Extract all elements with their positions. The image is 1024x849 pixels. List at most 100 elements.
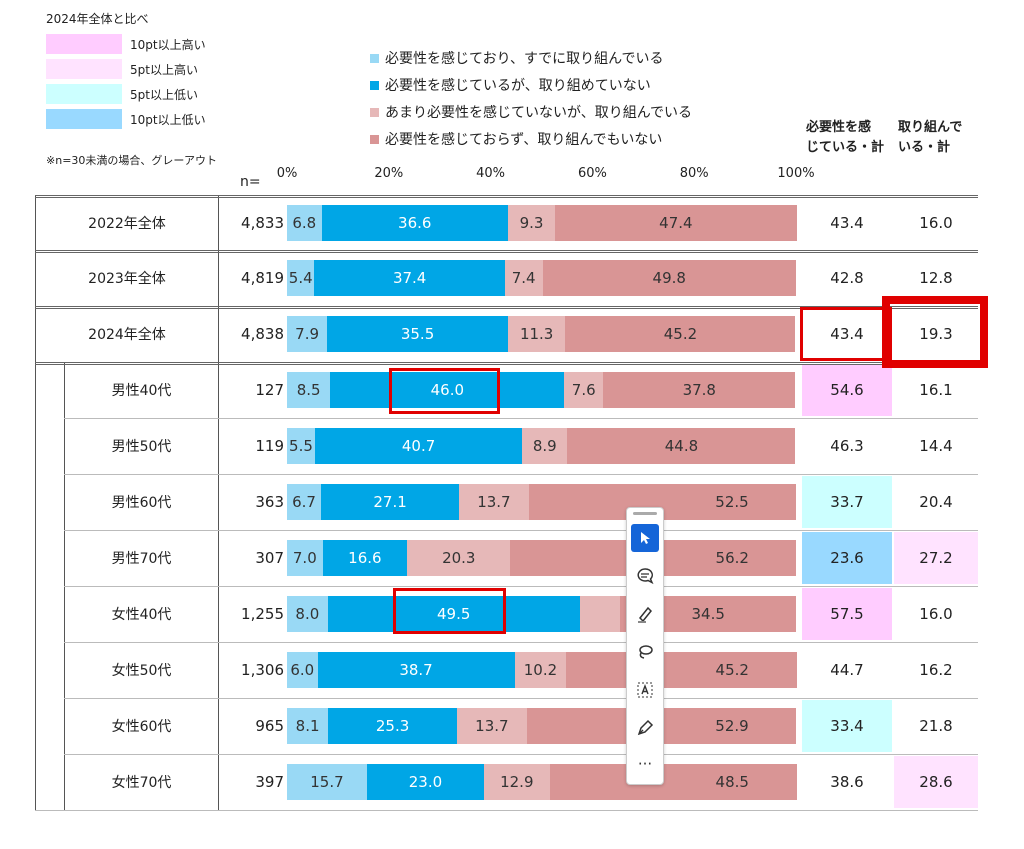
bar-segment: 38.7: [317, 652, 515, 688]
highlighter-icon[interactable]: [631, 600, 659, 628]
bar-segment: 8.9: [522, 428, 568, 464]
row-divider: [64, 754, 978, 755]
bar-segment: 7.6: [564, 372, 604, 408]
row-divider: [35, 250, 978, 253]
total-action: 20.4: [919, 493, 953, 511]
row-n: 363: [255, 493, 284, 511]
annotation-toolbar: ···: [626, 507, 664, 785]
bar-segment: 23.0: [366, 764, 484, 800]
row-divider: [64, 530, 978, 531]
total-necessity: 44.7: [830, 661, 864, 679]
drag-handle[interactable]: [633, 512, 657, 515]
bar-segment: 7.0: [287, 540, 323, 576]
series-swatch: [370, 107, 379, 117]
bar-label: 7.9: [295, 325, 320, 343]
bar-segment: 8.5: [287, 372, 331, 408]
bar-label: 12.9: [500, 773, 534, 791]
col-header-action: 取り組んで いる・計: [898, 118, 962, 158]
bar-label: 52.5: [715, 493, 749, 511]
total-necessity: 43.4: [830, 214, 864, 232]
highlight-box: [882, 296, 988, 368]
bar-segment: 45.2: [566, 652, 797, 688]
bar-label: 9.3: [519, 214, 544, 232]
series-legend-item: あまり必要性を感じていないが、取り組んでいる: [370, 102, 692, 122]
bar-label: 52.9: [715, 717, 749, 735]
row-n: 4,838: [241, 325, 284, 343]
x-tick: 80%: [679, 166, 709, 181]
col-header-action-text: 取り組んで いる・計: [898, 120, 963, 155]
bar-label: 47.4: [659, 214, 693, 232]
bar-segment: 6.8: [287, 205, 322, 241]
total-action: 14.4: [919, 437, 953, 455]
bar-segment: 8.1: [287, 708, 329, 744]
bar-label: 27.1: [373, 493, 407, 511]
bar-label: 20.3: [442, 549, 476, 567]
bar-label: 45.2: [715, 661, 749, 679]
row-label: 女性50代: [111, 663, 172, 679]
row-divider: [64, 642, 978, 643]
frame-left: [35, 195, 36, 810]
bar-segment: 37.4: [314, 260, 505, 296]
row-n: 965: [255, 717, 284, 735]
bar-label: 40.7: [401, 437, 436, 455]
bar-label: 35.5: [400, 325, 435, 343]
bar-label: 44.8: [664, 437, 699, 455]
bar-label: 16.6: [348, 549, 382, 567]
chart-row: 女性50代 1,306 6.0 38.7 10.2 45.2 44.7 16.2: [0, 642, 1024, 698]
chart-row: 2024年全体 4,838 7.9 35.5 11.3 45.2 43.4 19.3: [0, 306, 1024, 362]
total-necessity: 23.6: [802, 532, 892, 584]
row-divider: [35, 362, 978, 365]
total-necessity: 43.4: [830, 325, 864, 343]
bar-segment: 10.2: [514, 652, 567, 688]
select-pointer-icon[interactable]: [631, 524, 659, 552]
bar-label: 5.4: [288, 269, 313, 287]
total-action: 12.8: [919, 269, 953, 287]
bar-label: 8.5: [296, 381, 321, 399]
bar-label: 37.4: [392, 269, 427, 287]
series-label: 必要性を感じているが、取り組めていない: [385, 78, 651, 94]
total-action: 16.0: [919, 605, 953, 623]
row-label: 女性40代: [111, 607, 172, 623]
bar-label: 34.5: [691, 605, 725, 623]
total-necessity: 33.4: [802, 700, 892, 752]
comment-icon[interactable]: [631, 562, 659, 590]
bar-label: 6.8: [292, 214, 317, 232]
series-label: あまり必要性を感じていないが、取り組んでいる: [385, 105, 693, 121]
chart-row: 女性60代 965 8.1 25.3 13.7 52.9 33.4 21.8: [0, 698, 1024, 754]
bar-segment: 13.7: [457, 708, 527, 744]
series-label: 必要性を感じており、すでに取り組んでいる: [385, 51, 664, 67]
chart-row: 男性40代 127 8.5 46.0 7.6 37.8 54.6 16.1: [0, 362, 1024, 418]
total-action: 28.6: [894, 756, 978, 808]
lasso-icon[interactable]: [631, 638, 659, 666]
pen-icon[interactable]: [631, 714, 659, 742]
n-label: n=: [240, 174, 261, 190]
x-tick: 20%: [374, 166, 404, 181]
total-action: 16.0: [919, 214, 953, 232]
bar-label: 36.6: [398, 214, 432, 232]
x-tick: 60%: [577, 166, 607, 181]
col-header-necessity-text: 必要性を感 じている・計: [806, 120, 885, 155]
bar-label: 15.7: [310, 773, 344, 791]
chart-row: 男性50代 119 5.5 40.7 8.9 44.8 46.3 14.4: [0, 418, 1024, 474]
bar-segment: 8.0: [579, 596, 656, 632]
bar-segment: 36.6: [321, 205, 508, 241]
text-box-icon[interactable]: [631, 676, 659, 704]
total-action: 16.2: [919, 661, 953, 679]
bar-label: 49.5: [436, 605, 471, 623]
row-n: 119: [255, 437, 284, 455]
row-divider: [64, 418, 978, 419]
legend-swatch: [46, 109, 122, 129]
series-label: 必要性を感じておらず、取り組んでもいない: [385, 132, 663, 148]
bar-label: 23.0: [408, 773, 443, 791]
series-legend-item: 必要性を感じているが、取り組めていない: [370, 75, 651, 95]
total-action: 27.2: [894, 532, 978, 584]
row-n: 4,833: [241, 214, 284, 232]
more-icon[interactable]: ···: [637, 755, 653, 773]
series-legend-item: 必要性を感じており、すでに取り組んでいる: [370, 48, 663, 68]
bar-segment: 49.8: [542, 260, 796, 296]
bar-label: 7.4: [511, 269, 536, 287]
highlight-box: [389, 368, 500, 414]
bar-label: 8.1: [295, 717, 320, 735]
bar-label: 13.7: [475, 717, 509, 735]
row-n: 1,255: [241, 605, 284, 623]
